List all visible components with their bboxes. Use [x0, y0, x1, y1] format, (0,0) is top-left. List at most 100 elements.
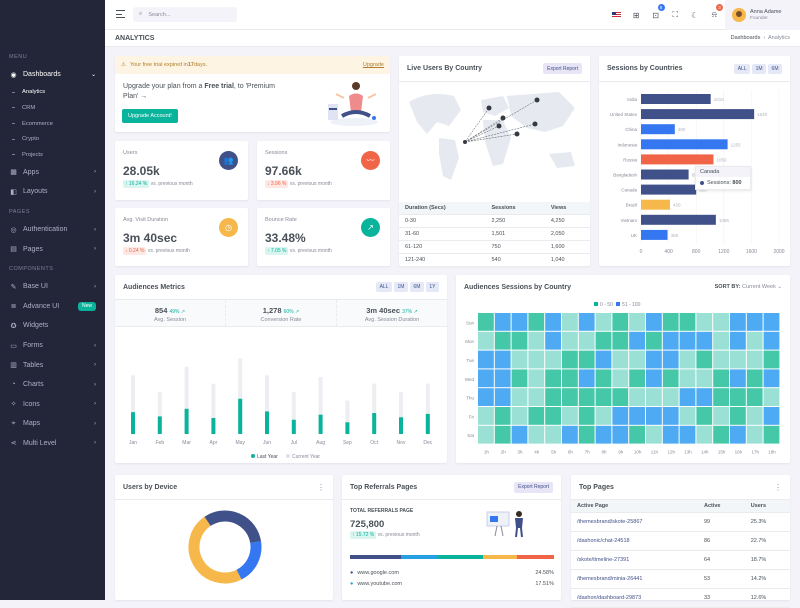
heatmap-cell [612, 425, 629, 444]
stat-label: Users [123, 150, 138, 156]
hamburger-menu-icon[interactable] [116, 10, 125, 21]
sidebar-item-tables[interactable]: ▥ Tables › [10, 361, 96, 370]
x-tick-label: 17h [751, 450, 759, 455]
heatmap-cell [662, 313, 679, 331]
map-marker[interactable] [514, 131, 520, 137]
sidebar-subitem-crm[interactable]: CRM [0, 100, 105, 116]
heatmap-cell [612, 331, 629, 350]
heatmap-cell [696, 331, 713, 350]
sidebar-subitem-ecommerce[interactable]: Ecommerce [0, 116, 105, 132]
export-report-button[interactable]: Export Report [543, 63, 582, 74]
heatmap-cell [578, 331, 595, 350]
sidebar-subitem-analytics[interactable]: Analytics [0, 85, 105, 101]
sidebar-item-multi-level[interactable]: ⋖ Multi Level › [10, 439, 96, 448]
heatmap-cell [713, 407, 729, 425]
heatmap-cell [528, 407, 545, 425]
page-link[interactable]: /dashon/dashboard-29873 [571, 588, 698, 608]
x-tick-label: 0 [640, 249, 643, 255]
bell-icon[interactable]: ⍾ 3 [705, 4, 725, 21]
sidebar-item-base-ui[interactable]: ✎ Base UI › [10, 283, 96, 291]
table-row: /skote/timeline-27391 64 18.7% [571, 550, 790, 570]
apps-grid-icon[interactable]: ⊞ [632, 10, 640, 20]
filter-all-button[interactable]: ALL [734, 63, 751, 74]
sidebar-subitem-crypto[interactable]: Crypto [0, 131, 105, 147]
breadcrumb-root[interactable]: Dashboards [730, 35, 761, 41]
flag-us-icon[interactable] [607, 9, 627, 21]
stat-label: Avg. Visit Duration [123, 217, 169, 223]
page-link[interactable]: /themesbrand/minia-26441 [571, 569, 698, 589]
heatmap-cell [494, 407, 511, 425]
sidebar-subitem-projects[interactable]: Projects [0, 147, 105, 163]
export-report-button[interactable]: Export Report [514, 481, 553, 493]
pulse-icon: 〰 [361, 151, 380, 170]
page-link[interactable]: /dashonic/chat-24518 [571, 531, 698, 551]
sidebar-item-pages[interactable]: ▤ Pages › [10, 245, 96, 254]
sidebar-item-advance-ui[interactable]: ≣ Advance UI New [0, 297, 105, 317]
more-options-icon[interactable]: ⋮ [774, 482, 782, 492]
heatmap-cell [696, 425, 713, 444]
referrals-list: ● www.google.com 24.58% ● www.youtube.com 17… [350, 570, 554, 587]
filter-1y-button[interactable]: 1Y [425, 282, 439, 292]
upgrade-account-button[interactable]: Upgrade Account! [122, 109, 178, 123]
filter-all-button[interactable]: ALL [376, 282, 392, 292]
heatmap-cell [662, 388, 679, 406]
sidebar-item-icons[interactable]: ✧ Icons › [10, 400, 96, 409]
bar [641, 124, 675, 135]
x-tick-label: 800 [692, 249, 701, 255]
sidebar-item-apps[interactable]: ▦ Apps › [10, 168, 96, 177]
sidebar-item-dashboards[interactable]: ◉ Dashboards ⌄ [10, 71, 96, 79]
sidebar-item-charts[interactable]: ◔ Charts › [0, 375, 105, 395]
heatmap-cell [545, 331, 561, 350]
x-tick-label: Jul [291, 440, 297, 446]
heatmap-cell [511, 350, 528, 369]
filter-1m-button[interactable]: 1M [752, 63, 767, 74]
filter-1m-button[interactable]: 1M [393, 282, 408, 292]
stat-change: ↑ 7.05 % [265, 247, 289, 255]
cart-badge: 5 [657, 4, 665, 11]
user-name: Anna Adame [750, 9, 782, 15]
sidebar-item-authentication[interactable]: ◎ Authentication › [10, 226, 96, 234]
page-link[interactable]: /themesbrand/skote-25867 [571, 512, 698, 532]
map-marker[interactable] [496, 123, 502, 129]
legend-label: Current Year [292, 454, 320, 460]
map-marker[interactable] [486, 105, 492, 111]
heatmap-cell [511, 331, 528, 350]
sidebar-item-forms[interactable]: ▭ Forms › [10, 342, 96, 350]
sort-dropdown[interactable]: SORT BY: Current Week ⌄ [714, 284, 782, 290]
filter-6m-button[interactable]: 6M [409, 282, 424, 292]
heatmap-cell [578, 350, 595, 369]
more-options-icon[interactable]: ⋮ [317, 482, 325, 492]
file-list-icon: ▭ [10, 342, 17, 350]
heatmap-cell [713, 313, 729, 331]
bar-last-year [265, 411, 269, 434]
heatmap-cell [730, 331, 746, 350]
heatmap-cell [545, 369, 561, 388]
bar-last-year [318, 414, 323, 434]
dark-mode-icon[interactable]: ☾ [691, 10, 699, 20]
user-menu[interactable]: Anna Adame Founder [725, 0, 800, 30]
map-marker[interactable] [532, 121, 538, 127]
sidebar-item-widgets[interactable]: ✪ Widgets [10, 322, 49, 330]
page-link[interactable]: /skote/timeline-27391 [571, 550, 698, 570]
heatmap-cell [545, 313, 561, 331]
heatmap-cell [629, 350, 645, 369]
category-label: UK [631, 233, 637, 238]
search-input[interactable]: ⌕ Search... [133, 7, 237, 22]
sidebar-item-maps[interactable]: ⌖ Maps › [0, 414, 105, 434]
filter-6m-button[interactable]: 6M [768, 63, 782, 74]
map-marker[interactable] [463, 140, 467, 144]
table-row: /themesbrand/minia-26441 53 14.2% [571, 569, 790, 589]
heatmap-cell [528, 388, 545, 406]
stat-value: 3m 40sec [123, 231, 178, 245]
stat-label: Bounce Rate [265, 217, 297, 223]
heatmap-cell [763, 407, 780, 425]
map-marker[interactable] [500, 115, 506, 121]
fullscreen-icon[interactable]: ⛶ [672, 10, 679, 19]
sidebar-item-layouts[interactable]: ◧ Layouts › [10, 188, 96, 196]
map-marker[interactable] [534, 97, 540, 103]
data-label: 1640 [757, 112, 768, 117]
upgrade-link[interactable]: Upgrade [362, 62, 384, 68]
bar-last-year [372, 413, 377, 434]
heatmap-cell [679, 407, 696, 425]
cart-icon[interactable]: ⊡ 5 [646, 4, 666, 21]
